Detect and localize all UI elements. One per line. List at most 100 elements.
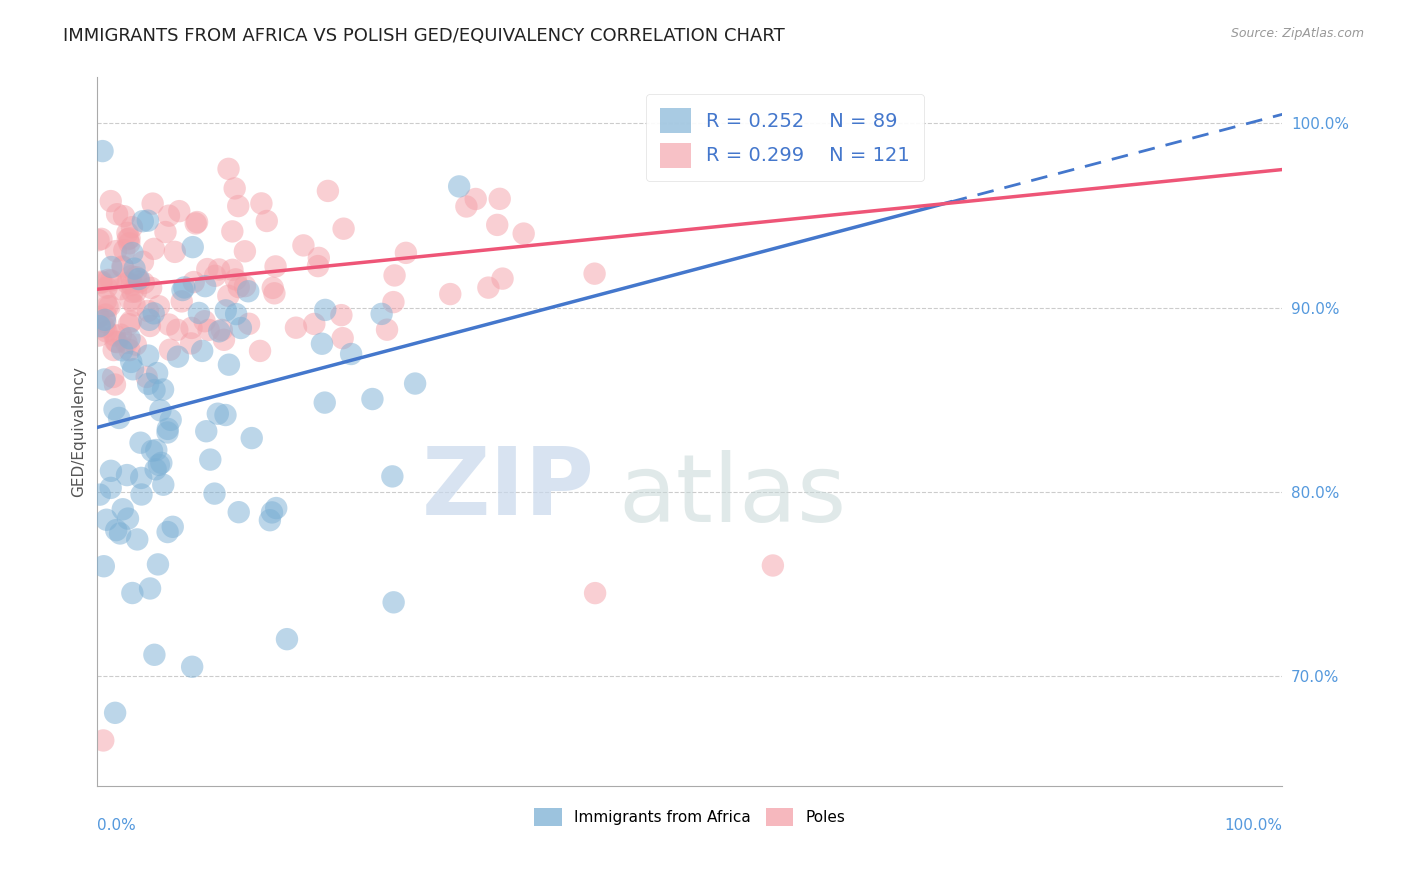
- Poles: [124, 298, 146, 312]
- Immigrants from Africa: [382, 595, 405, 609]
- Poles: [477, 280, 499, 294]
- Immigrants from Africa: [129, 471, 152, 485]
- Poles: [228, 280, 250, 294]
- Poles: [762, 558, 785, 573]
- Poles: [121, 220, 143, 235]
- Poles: [169, 204, 191, 219]
- Poles: [233, 244, 256, 259]
- Poles: [218, 161, 240, 176]
- Poles: [117, 276, 139, 290]
- Immigrants from Africa: [115, 468, 138, 483]
- Text: 0.0%: 0.0%: [97, 818, 136, 833]
- Immigrants from Africa: [195, 424, 218, 438]
- Poles: [583, 267, 606, 281]
- Immigrants from Africa: [156, 425, 179, 440]
- Poles: [159, 343, 181, 357]
- Immigrants from Africa: [145, 462, 167, 476]
- Immigrants from Africa: [162, 520, 184, 534]
- Immigrants from Africa: [361, 392, 384, 406]
- Poles: [183, 275, 205, 289]
- Y-axis label: GED/Equivalency: GED/Equivalency: [72, 367, 86, 498]
- Text: IMMIGRANTS FROM AFRICA VS POLISH GED/EQUIVALENCY CORRELATION CHART: IMMIGRANTS FROM AFRICA VS POLISH GED/EQU…: [63, 27, 785, 45]
- Poles: [118, 343, 141, 358]
- Poles: [208, 262, 231, 277]
- Immigrants from Africa: [191, 343, 214, 358]
- Immigrants from Africa: [131, 487, 153, 501]
- Immigrants from Africa: [89, 488, 111, 502]
- Poles: [142, 242, 165, 256]
- Poles: [217, 289, 239, 303]
- Poles: [90, 232, 112, 246]
- Poles: [157, 318, 180, 332]
- Poles: [148, 299, 170, 313]
- Poles: [238, 317, 260, 331]
- Poles: [212, 333, 235, 347]
- Immigrants from Africa: [100, 464, 122, 478]
- Immigrants from Africa: [100, 481, 122, 495]
- Poles: [110, 282, 132, 296]
- Immigrants from Africa: [259, 513, 281, 527]
- Poles: [330, 308, 353, 322]
- Poles: [93, 320, 115, 334]
- Immigrants from Africa: [138, 313, 160, 327]
- Immigrants from Africa: [145, 443, 167, 458]
- Poles: [111, 260, 134, 275]
- Poles: [112, 244, 135, 258]
- Poles: [141, 281, 163, 295]
- Immigrants from Africa: [152, 383, 174, 397]
- Immigrants from Africa: [238, 285, 260, 299]
- Poles: [332, 331, 354, 345]
- Poles: [375, 323, 398, 337]
- Text: Source: ZipAtlas.com: Source: ZipAtlas.com: [1230, 27, 1364, 40]
- Poles: [117, 232, 139, 246]
- Poles: [224, 181, 246, 195]
- Immigrants from Africa: [218, 358, 240, 372]
- Immigrants from Africa: [136, 349, 159, 363]
- Immigrants from Africa: [240, 431, 263, 445]
- Poles: [292, 238, 315, 252]
- Poles: [170, 294, 193, 309]
- Immigrants from Africa: [139, 582, 162, 596]
- Poles: [132, 254, 155, 268]
- Immigrants from Africa: [93, 372, 115, 386]
- Immigrants from Africa: [100, 260, 122, 274]
- Poles: [98, 299, 121, 313]
- Immigrants from Africa: [167, 350, 190, 364]
- Immigrants from Africa: [207, 407, 229, 421]
- Poles: [115, 335, 138, 350]
- Poles: [439, 287, 461, 301]
- Immigrants from Africa: [94, 313, 117, 327]
- Poles: [125, 337, 148, 351]
- Immigrants from Africa: [276, 632, 298, 647]
- Poles: [100, 274, 122, 288]
- Poles: [486, 218, 509, 232]
- Poles: [194, 314, 217, 328]
- Immigrants from Africa: [449, 179, 471, 194]
- Poles: [96, 280, 118, 294]
- Poles: [395, 245, 418, 260]
- Poles: [180, 336, 202, 351]
- Immigrants from Africa: [156, 422, 179, 436]
- Immigrants from Africa: [104, 706, 127, 720]
- Immigrants from Africa: [260, 505, 283, 519]
- Poles: [180, 321, 202, 335]
- Immigrants from Africa: [143, 383, 166, 397]
- Immigrants from Africa: [172, 283, 194, 297]
- Immigrants from Africa: [208, 324, 231, 338]
- Immigrants from Africa: [404, 376, 426, 391]
- Poles: [101, 370, 124, 384]
- Poles: [155, 225, 177, 239]
- Poles: [128, 275, 150, 289]
- Poles: [304, 317, 326, 331]
- Immigrants from Africa: [108, 411, 131, 425]
- Immigrants from Africa: [149, 403, 172, 417]
- Immigrants from Africa: [204, 486, 226, 500]
- Poles: [120, 293, 142, 308]
- Immigrants from Africa: [187, 306, 209, 320]
- Immigrants from Africa: [340, 347, 363, 361]
- Poles: [96, 325, 118, 339]
- Poles: [97, 273, 120, 287]
- Poles: [110, 327, 132, 342]
- Immigrants from Africa: [159, 413, 181, 427]
- Poles: [118, 236, 141, 251]
